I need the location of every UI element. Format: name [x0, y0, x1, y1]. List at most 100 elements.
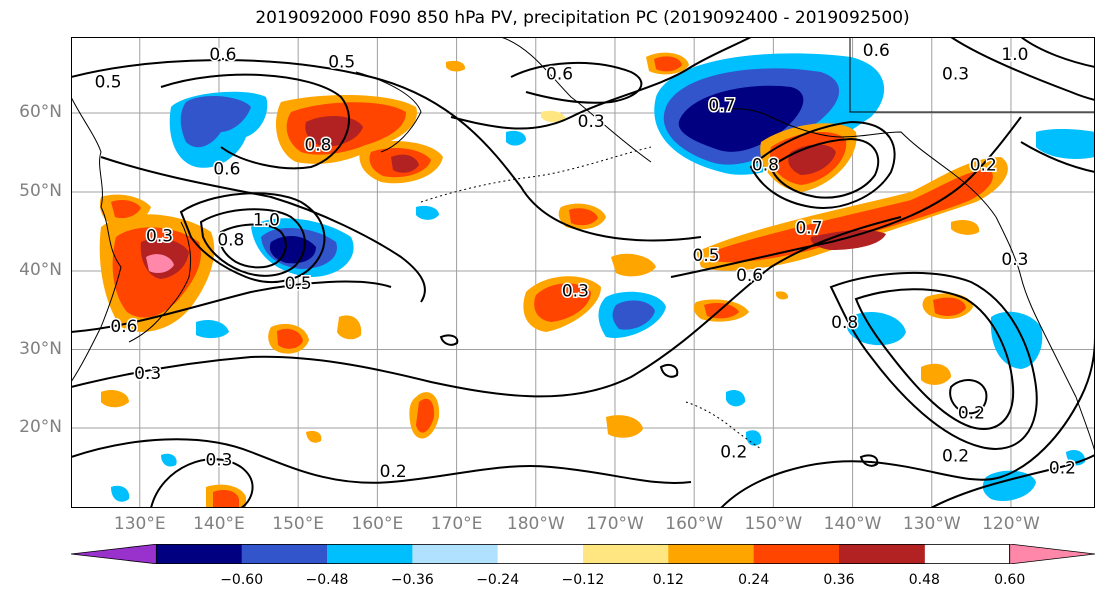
lon-tick-label: 160°E [351, 514, 404, 534]
pv-contour [720, 336, 1095, 508]
lon-tick-label: 170°W [586, 514, 644, 534]
pv-contour [949, 379, 988, 415]
colorbar-cell [668, 544, 755, 564]
coastline-hawaii [685, 401, 762, 450]
shade-neg-blob [196, 320, 229, 339]
colorbar-cell [241, 544, 328, 564]
coastline-japan [128, 221, 192, 343]
contour-label: 0.8 [752, 155, 779, 175]
pv-contour [659, 364, 679, 378]
contour-label: 0.5 [285, 274, 312, 294]
colorbar-tick-label: −0.36 [390, 572, 434, 588]
pv-contour [179, 192, 326, 283]
lat-tick-label: 40°N [19, 260, 62, 280]
map-panel: 0.6 0.5 0.5 0.6 0.3 0.8 0.6 1.0 0.8 0.3 0.5 0.6 0.3 0… [71, 37, 1095, 508]
lon-tick-label: 160°W [665, 514, 724, 534]
colorbar-tick-label: 0.36 [823, 572, 855, 588]
shade-pos-blob [391, 154, 419, 173]
contour-label: 0.7 [708, 96, 735, 116]
pv-contour [829, 271, 1038, 450]
colorbar-tick-label: 0.24 [738, 572, 770, 588]
pv-contour [670, 116, 1022, 278]
map-title: 2019092000 F090 850 hPa PV, precipitatio… [255, 8, 910, 28]
colorbar-cell [156, 544, 243, 564]
shade-neg-blob [506, 130, 526, 146]
shade-pos-blob [704, 303, 739, 319]
pv-contour [439, 334, 459, 346]
pv-contour [930, 454, 1095, 508]
shade-pos-blob [213, 490, 239, 508]
pv-contour [859, 454, 879, 467]
contour-label: 0.3 [1001, 250, 1028, 270]
coastline-kamchatka [355, 71, 422, 153]
shade-neg-blob [161, 453, 177, 467]
map-frame [71, 37, 1095, 508]
colorbar-tick-label: −0.48 [305, 572, 349, 588]
lon-tick-label: 150°E [272, 514, 324, 534]
colorbar-tick-label: 0.12 [652, 572, 684, 588]
contour-label: 0.5 [95, 72, 122, 92]
contour-label: 0.3 [146, 226, 173, 246]
contour-label: 0.2 [720, 443, 747, 463]
pv-contour [71, 280, 392, 333]
contour-label: 1.0 [253, 211, 280, 231]
contour-label: 0.8 [304, 136, 331, 156]
pv-contour [950, 37, 1095, 101]
colorbar-cell [839, 544, 925, 564]
colorbar-cell [327, 544, 413, 564]
shade-neg-blob [612, 300, 655, 330]
shade-neg-blob [416, 205, 439, 220]
contour-label: 0.6 [736, 266, 763, 286]
lon-tick-label: 140°E [193, 514, 245, 534]
contour-label: 0.6 [209, 45, 236, 65]
colorbar-cell [497, 544, 584, 564]
pv-contour [71, 59, 702, 242]
contour-label: 0.3 [205, 450, 232, 470]
contour-label: 0.3 [562, 282, 589, 302]
pv-contour [150, 458, 254, 508]
contour-label: 0.2 [970, 155, 997, 175]
contour-label: 0.6 [863, 41, 890, 61]
shade-pos-blob [654, 56, 682, 72]
contour-label: 0.2 [942, 446, 969, 466]
contour-label: 0.2 [958, 403, 985, 423]
colorbar-tick-label: 0.48 [908, 572, 940, 588]
pv-contour [71, 438, 692, 484]
shade-pos-blob [606, 415, 643, 438]
coastline-asia [71, 96, 122, 383]
lon-tick-label: 130°W [902, 514, 961, 534]
pv-contour [854, 288, 1015, 430]
colorbar-border [155, 544, 1011, 564]
shade-pos-blob [306, 431, 322, 443]
shade-pos-blob [111, 200, 141, 219]
coastline-alaska [500, 37, 997, 218]
precipitation-shading [99, 52, 1095, 508]
shade-pos-blob [711, 169, 993, 263]
shade-neg-blob [111, 485, 130, 502]
contour-label: 0.7 [795, 219, 822, 239]
colorbar-tick-label: −0.12 [561, 572, 605, 588]
shade-pos-blob [101, 390, 129, 408]
lon-tick-label: 120°W [982, 514, 1040, 534]
pv-contour [1020, 141, 1095, 173]
colorbar-extend-high [1009, 544, 1095, 564]
colorbar-cell [583, 544, 669, 564]
contour-label: 0.3 [942, 65, 969, 85]
lat-tick-label: 30°N [19, 338, 62, 359]
shade-neg-blob [1036, 128, 1095, 159]
coastline-aleutians [420, 146, 652, 203]
contour-label: 0.3 [578, 112, 605, 132]
lat-tick-label: 20°N [19, 417, 62, 437]
shade-pos-blob [146, 254, 174, 273]
contour-label: 0.2 [380, 462, 407, 482]
lon-tick-label: 130°E [113, 514, 166, 534]
pv-contour [510, 61, 643, 104]
pv-contour [160, 73, 351, 170]
coastlines [71, 37, 1095, 453]
shade-pos-blob [337, 315, 362, 340]
shade-pos-blob [933, 297, 966, 316]
shade-pos-blob [277, 328, 303, 349]
contour-label: 0.6 [213, 159, 240, 179]
colorbar-tick-label: 0.60 [994, 572, 1026, 588]
pv-contour [100, 156, 426, 303]
